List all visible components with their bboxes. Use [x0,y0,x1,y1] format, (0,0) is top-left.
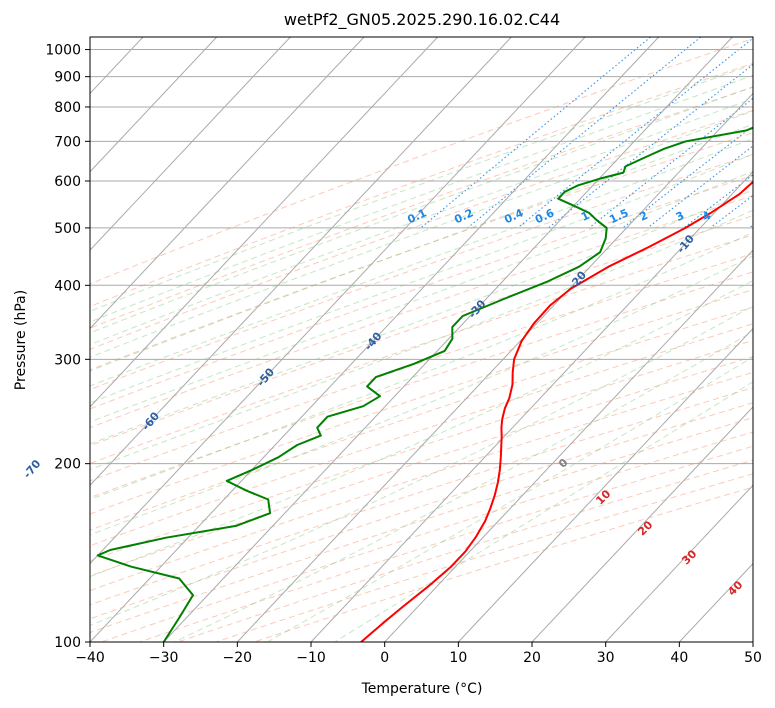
background-lines [90,37,753,642]
moist-adiabat-line [90,110,753,358]
mixing-ratio-line [647,145,753,229]
dry-adiabat-line [90,323,753,547]
moist-adiabat-line [334,381,753,642]
y-tick-label: 600 [54,174,81,190]
x-tick-label: 0 [380,650,389,666]
x-tick-label: 10 [449,650,467,666]
mixing-ratio-line [588,97,753,229]
isotherm-gridline [605,484,753,642]
dry-adiabat-line [139,445,753,642]
x-tick-label: 20 [523,650,541,666]
gridlines [0,37,753,642]
y-tick-label: 900 [54,70,81,86]
dry-adiabat-line [254,486,753,642]
isotherm-gridline [457,327,753,642]
isotherm-gridline [384,249,753,642]
isotherm-gridline [531,406,753,642]
moist-adiabat-line [90,170,753,423]
y-tick-label: 100 [54,635,81,651]
dry-adiabat-line [90,62,753,308]
x-tick-label: 50 [744,650,762,666]
isotherm-gridline [90,37,439,408]
x-axis: −40 −30 −20 −10 0 10 20 30 40 50 [75,642,762,666]
y-axis: 100 200 300 400 500 600 700 800 900 1000 [45,43,90,651]
moist-adiabat-line [90,280,753,578]
isotherm-gridline [90,37,660,642]
plot-frame [89,36,754,643]
moist-adiabat-line [267,356,753,642]
y-tick-label: 800 [54,100,81,116]
x-tick-label: 30 [597,650,615,666]
y-tick-label: 200 [54,457,81,473]
x-tick-label: −20 [223,650,253,666]
dry-adiabat-line [215,473,753,642]
dry-adiabat-line [177,459,753,642]
mixing-ratio-line [710,194,753,229]
dry-adiabat-line [90,306,753,531]
moist-adiabat-line [90,305,753,626]
chart-title: wetPf2_GN05.2025.290.16.02.C44 [284,10,560,30]
isotherm-gridline [163,37,733,642]
mixing-ratio-line [420,37,651,229]
isotherm-gridline [90,37,365,330]
x-tick-label: −10 [296,650,326,666]
moist-adiabat-line [90,153,753,404]
dry-adiabat-label: -70 [21,457,44,481]
dewpoint-profile-line [96,126,753,642]
isotherm-gridline [310,171,753,642]
isotherm-gridline [752,641,753,642]
y-tick-label: 500 [54,221,81,237]
moist-adiabat-line [90,74,753,323]
mixing-ratio-line [548,63,753,229]
x-axis-label: Temperature (°C) [361,681,483,697]
y-tick-label: 300 [54,352,81,368]
isotherm-gridline [90,37,218,173]
y-tick-label: 700 [54,134,81,150]
isotherm-gridline [90,37,291,251]
isotherm-gridline [90,37,586,565]
dry-adiabat-line [101,431,753,642]
mixing-ratio-line [517,37,753,229]
moist-adiabat-line [90,231,753,501]
moist-adiabat-line [90,123,753,372]
x-tick-label: −30 [149,650,179,666]
moist-adiabat-line [90,63,753,312]
dry-adiabat-line [90,271,753,499]
plot-background [90,37,753,642]
y-tick-label: 1000 [45,43,81,59]
dry-adiabat-line [90,339,753,562]
sounding-profiles [96,126,753,642]
moist-adiabat-line [90,255,753,536]
temperature-profile-line [360,180,753,642]
y-tick-label: 400 [54,278,81,294]
moist-adiabat-line [90,86,753,334]
isotherm-gridline [0,37,69,642]
x-tick-label: 40 [670,650,688,666]
y-axis-label: Pressure (hPa) [13,290,29,390]
moist-adiabat-line [90,189,753,445]
isotherm-gridline [90,37,512,486]
x-tick-label: −40 [75,650,105,666]
dry-adiabat-line [90,38,753,285]
